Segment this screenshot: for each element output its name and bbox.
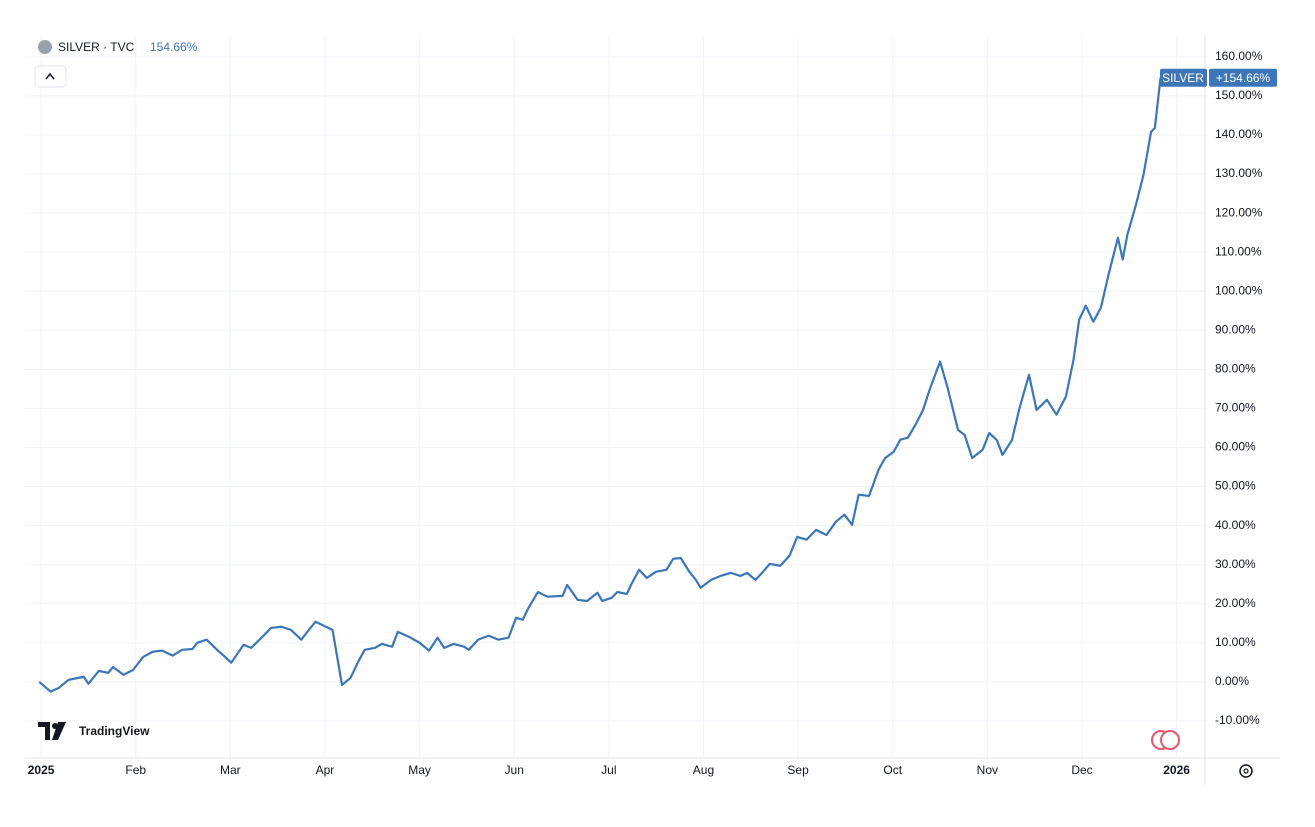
y-tick-label: 40.00%: [1215, 518, 1256, 532]
legend-value: 154.66%: [150, 40, 198, 54]
y-tick-label: 60.00%: [1215, 440, 1256, 454]
collapse-button[interactable]: [34, 65, 67, 88]
x-tick-label: Oct: [883, 763, 902, 777]
price-line: [38, 77, 1162, 693]
y-tick-label: 0.00%: [1215, 674, 1249, 688]
legend-title: SILVER · TVC: [58, 40, 135, 54]
settings-icon[interactable]: [1239, 764, 1253, 778]
x-tick-label: May: [408, 763, 431, 777]
x-tick-label: Jun: [505, 763, 524, 777]
y-tick-label: 70.00%: [1215, 401, 1256, 415]
price-tag-name: SILVER: [1162, 71, 1204, 85]
y-tick-label: 150.00%: [1215, 88, 1263, 102]
price-tag-box: [1209, 68, 1277, 87]
price-tag-name-box: [1160, 68, 1207, 87]
x-tick-label: Feb: [125, 763, 146, 777]
y-tick-label: 130.00%: [1215, 166, 1263, 180]
collapse-icon: [45, 72, 55, 80]
y-tick-label: 140.00%: [1215, 127, 1263, 141]
x-tick-label: Sep: [787, 763, 809, 777]
y-tick-label: 50.00%: [1215, 479, 1256, 493]
watermark-logo: [38, 722, 66, 740]
x-tick-label: Dec: [1071, 763, 1092, 777]
x-tick-label: Apr: [316, 763, 335, 777]
y-tick-label: 10.00%: [1215, 635, 1256, 649]
y-tick-label: 160.00%: [1215, 49, 1263, 63]
symbol-icon: [38, 40, 52, 54]
y-tick-label: 30.00%: [1215, 557, 1256, 571]
y-tick-label: 90.00%: [1215, 322, 1256, 336]
x-tick-label: Nov: [977, 763, 998, 777]
x-tick-label: 2026: [1163, 763, 1190, 777]
y-tick-label: 110.00%: [1215, 244, 1262, 258]
y-tick-label: 120.00%: [1215, 205, 1263, 219]
y-tick-label: 20.00%: [1215, 596, 1256, 610]
flag-icon: [1151, 730, 1180, 750]
x-tick-label: 2025: [28, 763, 55, 777]
x-tick-label: Jul: [601, 763, 616, 777]
price-tag: +154.66%: [1216, 71, 1271, 85]
y-tick-label: 100.00%: [1215, 283, 1263, 297]
y-tick-label: 80.00%: [1215, 362, 1256, 376]
grid: [25, 35, 1205, 758]
watermark: TradingView: [79, 724, 150, 738]
x-tick-label: Mar: [220, 763, 241, 777]
x-tick-label: Aug: [693, 763, 714, 777]
y-tick-label: -10.00%: [1215, 713, 1260, 727]
